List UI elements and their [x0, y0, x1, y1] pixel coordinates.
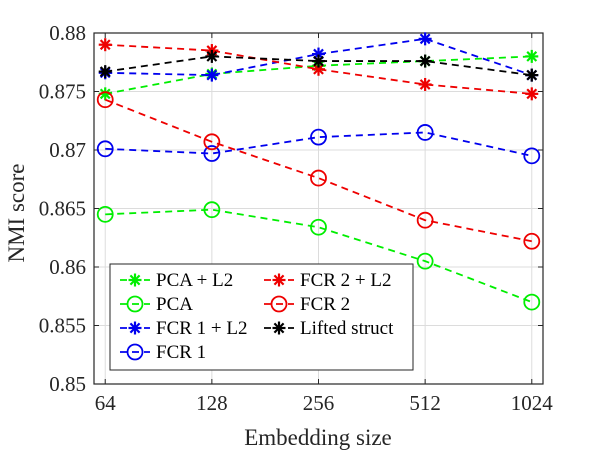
- data-point-fcr-2-l2-stroke: [313, 63, 324, 75]
- legend-marker: [272, 321, 286, 335]
- data-point-fcr-2-l2-stroke: [419, 79, 431, 90]
- data-point-fcr-1: [416, 124, 434, 141]
- series-fcr-2-l2: [98, 38, 539, 101]
- data-point-fcr-1: [203, 145, 221, 162]
- data-point-lifted-struct-stroke: [206, 51, 218, 62]
- series-line-pca-l2: [105, 55, 532, 95]
- series-fcr-1: [96, 124, 541, 165]
- data-point-fcr-1-l2: [205, 68, 219, 82]
- data-point-lifted-struct: [312, 54, 325, 68]
- data-point-fcr-1: [96, 140, 114, 158]
- data-point-fcr-1-l2-stroke: [419, 33, 431, 45]
- data-point-fcr-2: [96, 91, 114, 109]
- x-tick-label: 64: [95, 391, 117, 415]
- x-tick-label: 128: [196, 391, 228, 415]
- legend-marker: [128, 273, 142, 287]
- legend-marker-stroke: [129, 274, 141, 286]
- y-tick-label: 0.875: [39, 80, 86, 104]
- legend-marker: [126, 295, 144, 313]
- series-lifted-struct: [98, 49, 539, 82]
- data-point-pca: [523, 293, 541, 311]
- data-point-pca-l2-stroke: [526, 51, 538, 62]
- data-point-lifted-struct: [98, 65, 112, 79]
- data-point-fcr-1: [310, 128, 327, 146]
- legend-item-lifted-struct: Lifted struct: [264, 318, 394, 339]
- data-point-fcr-1-l2-stroke: [206, 69, 218, 81]
- legend-label: Lifted struct: [300, 318, 394, 339]
- series-fcr-2: [96, 91, 541, 250]
- data-point-lifted-struct: [525, 68, 539, 82]
- data-point-pca: [203, 201, 221, 219]
- data-point-fcr-2-l2: [418, 77, 432, 91]
- axes: 64 128 256 512 1024 0.85 0.855 0.86 0.865 0.87 0.8…: [39, 21, 554, 415]
- x-axis-label: Embedding size: [244, 425, 392, 450]
- legend-item-fcr-1-l2: FCR 1 + L2: [120, 318, 247, 339]
- legend-item-pca-l2: PCA + L2: [120, 270, 233, 291]
- data-point-lifted-struct-stroke: [99, 66, 111, 77]
- legend-label: FCR 2: [300, 294, 350, 315]
- y-tick-label: 0.88: [49, 21, 86, 45]
- data-point-lifted-struct: [205, 49, 219, 63]
- data-point-lifted-struct-stroke: [526, 69, 538, 81]
- y-tick-label: 0.865: [39, 197, 86, 221]
- x-tick-label: 1024: [511, 391, 554, 415]
- legend: PCA + L2 FCR 2 + L2 PCA FCR 2 FCR 1 + L2 Lift…: [109, 263, 414, 371]
- y-tick-label: 0.855: [39, 314, 86, 338]
- y-tick-label: 0.87: [49, 138, 86, 162]
- legend-marker: [272, 273, 286, 287]
- series-line-pca: [105, 208, 533, 303]
- legend-marker-stroke: [129, 322, 141, 334]
- legend-label: FCR 1: [156, 342, 206, 363]
- y-tick-label: 0.86: [49, 255, 86, 279]
- legend-marker-stroke: [273, 322, 285, 334]
- data-point-lifted-struct: [418, 54, 432, 68]
- legend-label: FCR 2 + L2: [300, 270, 391, 291]
- x-tick-label: 512: [409, 391, 441, 415]
- series-line-fcr-1-l2: [105, 37, 533, 77]
- series-pca: [96, 201, 541, 311]
- data-point-lifted-struct-stroke: [419, 55, 431, 67]
- series-layer: [96, 32, 541, 311]
- data-point-pca: [416, 252, 434, 270]
- data-point-pca: [96, 205, 114, 223]
- data-point-fcr-2: [523, 232, 541, 250]
- legend-marker: [126, 343, 144, 361]
- series-line-fcr-2: [104, 98, 532, 243]
- data-point-lifted-struct-stroke: [313, 55, 324, 67]
- data-point-pca-l2-stroke: [99, 88, 111, 100]
- data-point-fcr-2-l2-stroke: [99, 39, 111, 51]
- y-tick-label: 0.85: [49, 372, 86, 396]
- legend-label: FCR 1 + L2: [156, 318, 247, 339]
- data-point-pca: [310, 218, 327, 236]
- data-point-fcr-2-l2: [98, 38, 112, 52]
- y-axis-label: NMI score: [4, 164, 29, 263]
- legend-marker: [128, 321, 142, 335]
- legend-item-fcr-2-l2: FCR 2 + L2: [264, 270, 391, 291]
- legend-label: PCA: [156, 294, 193, 315]
- legend-item-fcr-2: FCR 2: [264, 294, 350, 315]
- legend-item-fcr-1: FCR 1: [120, 342, 206, 363]
- data-point-fcr-2-l2-stroke: [526, 88, 538, 100]
- data-point-pca-l2: [525, 49, 539, 63]
- data-point-fcr-1: [523, 147, 541, 165]
- data-point-fcr-2: [416, 211, 434, 229]
- data-point-fcr-1-l2: [418, 32, 432, 46]
- legend-box: [109, 263, 414, 371]
- data-point-fcr-2: [203, 133, 221, 151]
- legend-label: PCA + L2: [156, 270, 233, 291]
- data-point-fcr-2-l2: [525, 87, 539, 101]
- legend-marker-stroke: [273, 274, 285, 286]
- legend-marker: [270, 295, 288, 313]
- data-point-fcr-2: [310, 169, 327, 187]
- x-tick-label: 256: [303, 391, 335, 415]
- legend-item-pca: PCA: [120, 294, 193, 315]
